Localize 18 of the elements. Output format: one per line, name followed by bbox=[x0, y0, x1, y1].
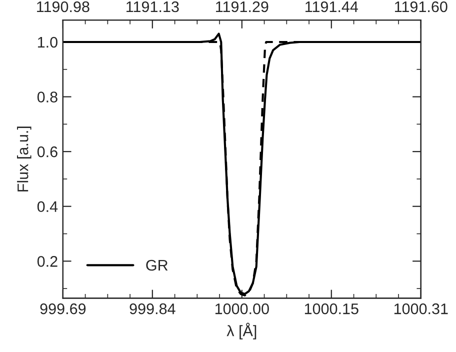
y-tick-label: 1.0 bbox=[38, 36, 58, 48]
y-tick-label: 0.8 bbox=[37, 92, 58, 102]
y-tick-label: 0.6 bbox=[37, 146, 58, 158]
x-axis-title: λ [Å] bbox=[226, 322, 256, 340]
x2-tick-label: 1191.44 bbox=[306, 1, 358, 12]
x2-tick-label: 1190.98 bbox=[37, 1, 90, 12]
legend-label: GR bbox=[146, 260, 168, 271]
x-tick-label: 1000.15 bbox=[304, 303, 358, 314]
x2-tick-label: 1191.60 bbox=[395, 1, 448, 12]
x-tick-label: 999.69 bbox=[40, 303, 86, 314]
x-tick-label: 999.84 bbox=[130, 303, 176, 314]
y-tick-label: 0.2 bbox=[37, 256, 58, 267]
x-tick-label: 1000.00 bbox=[215, 303, 269, 314]
x2-tick-label: 1191.29 bbox=[216, 1, 268, 12]
x2-tick-label: 1191.13 bbox=[126, 1, 179, 12]
x-tick-label: 1000.31 bbox=[394, 303, 448, 314]
y-axis-title: Flux [a.u.] bbox=[17, 126, 32, 192]
y-tick-label: 0.4 bbox=[37, 201, 58, 212]
